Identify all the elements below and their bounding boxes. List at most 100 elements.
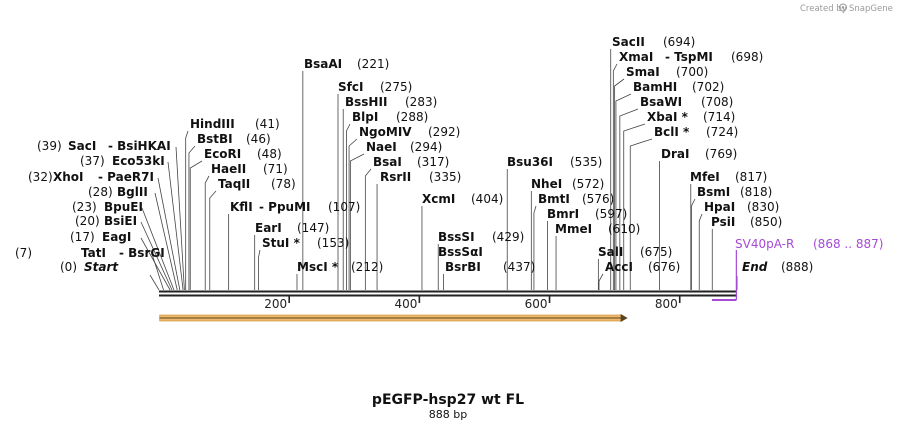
site-hpai[interactable]: HpaI (830) [704,200,779,214]
site-name: BssSI [438,230,475,244]
site-smai[interactable]: SmaI (700) [626,65,708,79]
site-bsaai[interactable]: BsaAI (221) [304,57,389,71]
site-bmti[interactable]: BmtI (576) [538,192,614,206]
site-ngomiv[interactable]: NgoMIV (292) [359,125,460,139]
site-name: BsaAI [304,57,342,71]
site-sacii[interactable]: SacII (694) [612,35,695,49]
site-stui[interactable]: StuI * (153) [262,236,349,250]
ruler-ticks: 200 400 600 800 [264,296,681,311]
end-marker: End (888) [742,260,813,274]
site-bsshii[interactable]: BssHII (283) [345,95,437,109]
site-bamhi[interactable]: BamHI (702) [633,80,724,94]
site-taqii[interactable]: TaqII (78) [218,177,296,191]
site-number: (48) [257,147,282,161]
site-mmei[interactable]: MmeI (610) [555,222,640,236]
tick-label: 200 [264,297,287,311]
site-nhei[interactable]: NheI (572) [531,177,604,191]
site-bpuei[interactable]: (23) BpuEI [72,200,143,214]
site-tati[interactable]: (7) TatI - BsrGI [15,246,165,260]
primer-sv40pa-r[interactable]: SV40pA-R (868 .. 887) [711,237,883,301]
site-name: XcmI [422,192,455,206]
site-name: XbaI * [647,110,689,124]
site-psii[interactable]: PsiI (850) [711,215,782,229]
site-name: KflI [230,200,253,214]
site-xbai[interactable]: XbaI * (714) [647,110,735,124]
site-bsss-i[interactable]: BssSαI [438,245,483,259]
site-hindiii[interactable]: HindIII (41) [190,117,280,131]
site-name: NheI [531,177,562,191]
site-rsrii[interactable]: RsrII (335) [380,170,461,184]
site-xcmi[interactable]: XcmI (404) [422,192,503,206]
site-name: EarI [255,221,282,235]
site-name: MfeI [690,170,720,184]
site-number: (437) [503,260,535,274]
site-eari[interactable]: EarI (147) [255,221,329,235]
site-alt-name: - PaeR7I [98,170,154,184]
sequence-backbone [159,290,737,297]
site-bsmi[interactable]: BsmI (818) [697,185,772,199]
plasmid-title: pEGFP-hsp27 wt FL [372,392,524,408]
site-bsiei[interactable]: (20) BsiEI [75,214,137,228]
site-name: BssHII [345,95,387,109]
site-name: BglII [117,185,148,199]
site-msci[interactable]: MscI * (212) [297,260,383,274]
site-eagi[interactable]: (17) EagI [70,230,131,244]
site-eco53ki[interactable]: (37) Eco53kI [80,154,165,168]
leader-haeii [204,175,210,290]
primer-name: SV40pA-R [735,237,794,251]
credit-brand: SnapGene [849,4,893,14]
site-kfli[interactable]: KflI - PpuMI (107) [230,200,360,214]
site-number: (850) [750,215,782,229]
site-xhoi[interactable]: (32) XhoI - PaeR7I [28,170,154,184]
site-number: (724) [706,125,738,139]
leader-stui [258,249,261,290]
site-name: BpuEI [104,200,143,214]
site-name: HpaI [704,200,735,214]
site-name: BstBI [197,132,233,146]
site-name: SalI [598,245,623,259]
site-name: Eco53kI [112,154,165,168]
leader-hpai [698,213,703,290]
site-number: (283) [405,95,437,109]
tick-label: 400 [394,297,417,311]
leader-tati [151,253,164,291]
site-number: (147) [297,221,329,235]
site-xmai[interactable]: XmaI - TspMI (698) [619,50,763,64]
site-ecori[interactable]: EcoRI (48) [204,147,282,161]
site-bcli[interactable]: BclI * (724) [654,125,738,139]
site-naei[interactable]: NaeI (294) [366,140,442,154]
site-bsssi[interactable]: BssSI (429) [438,230,524,244]
site-number: (221) [357,57,389,71]
site-bsawi[interactable]: BsaWI (708) [640,95,733,109]
site-name: SfcI [338,80,363,94]
site-name: XhoI [53,170,84,184]
site-name: BsaWI [640,95,682,109]
leader-xmai [612,63,618,290]
site-drai[interactable]: DraI (769) [661,147,737,161]
site-number: (46) [246,132,271,146]
site-bsrbi[interactable]: BsrBI (437) [445,260,535,274]
site-name: EcoRI [204,147,241,161]
site-bglii[interactable]: (28) BglII [88,185,148,199]
site-haeii[interactable]: HaeII (71) [211,162,288,176]
leader-hindiii [185,130,189,290]
site-name: BsrBI [445,260,481,274]
site-sali[interactable]: SalI (675) [598,245,672,259]
feature-arrow[interactable] [159,314,628,322]
site-bstbi[interactable]: BstBI (46) [197,132,271,146]
site-mfei[interactable]: MfeI (817) [690,170,767,184]
plasmid-length: 888 bp [429,408,467,421]
site-blpi[interactable]: BlpI (288) [352,110,428,124]
site-name: StuI * [262,236,301,250]
site-saci[interactable]: (39) SacI - BsiHKAI [37,139,171,153]
site-acci[interactable]: AccI (676) [605,260,680,274]
site-bsai[interactable]: BsaI (317) [373,155,449,169]
site-name: HaeII [211,162,246,176]
site-sfci[interactable]: SfcI (275) [338,80,412,94]
site-number: (676) [648,260,680,274]
site-bmri[interactable]: BmrI (597) [547,207,627,221]
site-number: (275) [380,80,412,94]
leader-smai [614,78,625,290]
site-bsu36i[interactable]: Bsu36I (535) [507,155,602,169]
leader-bsai [364,168,372,290]
